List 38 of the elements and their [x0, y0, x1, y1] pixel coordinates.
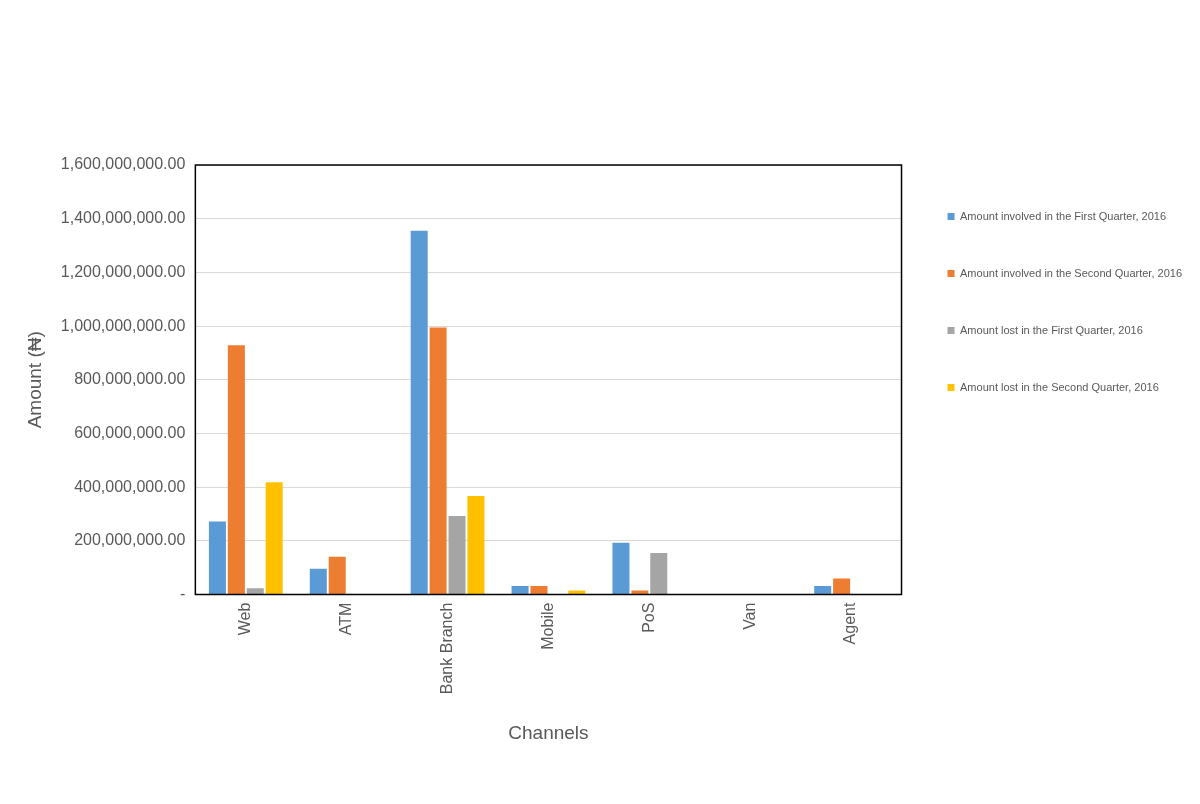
y-tick-label: - — [180, 585, 186, 602]
x-tick-label: Van — [740, 602, 758, 630]
y-tick-label: 200,000,000.00 — [74, 531, 186, 549]
x-tick-label: Bank Branch — [437, 602, 455, 695]
bar — [429, 327, 447, 595]
legend-label: Amount lost in the Second Quarter, 2016 — [960, 380, 1159, 393]
y-tick-label: 1,400,000,000.00 — [60, 209, 186, 227]
y-tick-label: 800,000,000.00 — [74, 370, 186, 388]
legend-label: Amount lost in the First Quarter, 2016 — [960, 323, 1143, 336]
bar — [208, 521, 226, 595]
bar — [265, 482, 283, 595]
x-tick-label: PoS — [639, 602, 657, 633]
bar — [833, 578, 851, 595]
x-tick-label: Web — [236, 602, 254, 636]
bar — [410, 230, 428, 595]
bar — [448, 515, 466, 595]
x-tick-label: Mobile — [538, 602, 556, 650]
legend-label: Amount involved in the First Quarter, 2016 — [960, 209, 1167, 222]
bar — [814, 586, 832, 595]
bar — [328, 556, 346, 595]
legend-label: Amount involved in the Second Quarter, 2016 — [960, 266, 1183, 279]
bar — [650, 552, 668, 595]
y-tick-label: 1,200,000,000.00 — [60, 262, 186, 280]
y-tick-label: 400,000,000.00 — [74, 477, 186, 495]
bar — [227, 345, 245, 595]
x-tick-label: Agent — [841, 602, 859, 645]
bar — [246, 588, 264, 595]
y-tick-label: 1,000,000,000.00 — [60, 316, 186, 334]
y-axis-title: Amount (₦) — [23, 331, 45, 429]
y-tick-label: 600,000,000.00 — [74, 423, 186, 441]
bar — [612, 542, 630, 595]
y-tick-label: 1,600,000,000.00 — [60, 155, 186, 173]
bar — [467, 496, 485, 595]
x-tick-label: ATM — [337, 602, 355, 636]
bar — [309, 568, 327, 595]
x-axis-title: Channels — [508, 721, 589, 743]
bar — [511, 586, 529, 595]
bar — [530, 586, 548, 595]
